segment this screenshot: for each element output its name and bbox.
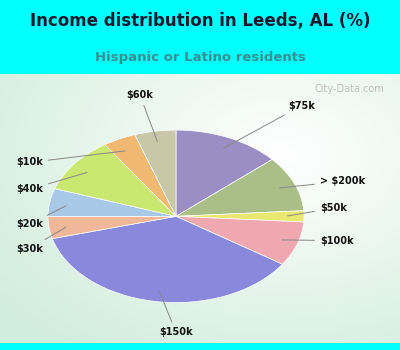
Text: $20k: $20k [16, 206, 66, 229]
Text: $150k: $150k [159, 291, 193, 337]
Wedge shape [176, 130, 272, 216]
Text: > $200k: > $200k [279, 176, 365, 188]
Text: Hispanic or Latino residents: Hispanic or Latino residents [94, 51, 306, 64]
Wedge shape [55, 145, 176, 216]
Wedge shape [48, 216, 176, 239]
Text: $40k: $40k [16, 173, 87, 194]
Wedge shape [176, 216, 304, 264]
Text: $50k: $50k [288, 203, 347, 216]
Wedge shape [105, 135, 176, 216]
Text: $60k: $60k [126, 90, 157, 141]
Text: $30k: $30k [16, 227, 66, 254]
Wedge shape [52, 216, 282, 302]
Text: $75k: $75k [223, 101, 315, 148]
Wedge shape [135, 130, 176, 216]
Wedge shape [176, 211, 304, 222]
Text: City-Data.com: City-Data.com [314, 84, 384, 94]
Text: $100k: $100k [282, 236, 354, 246]
Wedge shape [48, 189, 176, 216]
Text: $10k: $10k [16, 151, 125, 167]
Text: Income distribution in Leeds, AL (%): Income distribution in Leeds, AL (%) [30, 12, 370, 30]
Wedge shape [176, 160, 304, 216]
